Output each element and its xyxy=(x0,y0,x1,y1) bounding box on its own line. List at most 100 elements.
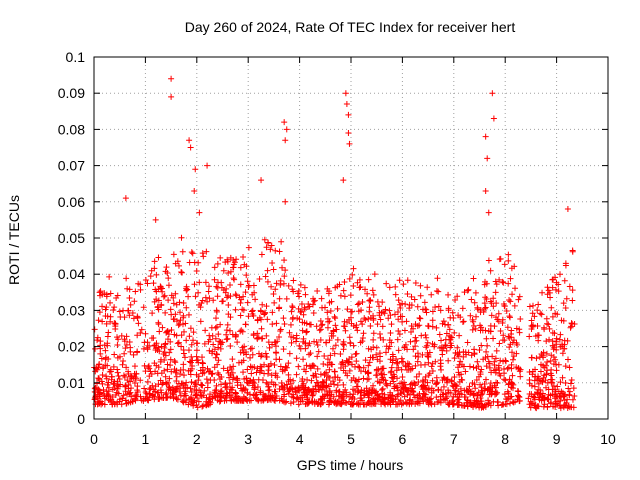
data-point xyxy=(261,310,268,317)
data-point xyxy=(481,381,488,388)
data-point xyxy=(437,307,444,314)
data-point xyxy=(482,133,489,140)
data-point xyxy=(469,326,476,333)
data-point xyxy=(345,130,352,137)
data-point xyxy=(353,400,360,407)
data-point xyxy=(417,315,424,322)
data-point xyxy=(223,336,230,343)
data-point xyxy=(553,341,560,348)
data-point xyxy=(187,144,194,151)
data-point xyxy=(454,293,461,300)
data-point xyxy=(528,354,535,361)
data-point xyxy=(562,260,569,267)
data-point xyxy=(172,369,179,376)
data-point xyxy=(365,315,372,322)
data-point xyxy=(157,377,164,384)
data-point xyxy=(492,289,499,296)
data-point xyxy=(390,371,397,378)
data-point xyxy=(142,330,149,337)
data-point xyxy=(272,343,279,350)
data-point xyxy=(342,363,349,370)
data-point xyxy=(238,296,245,303)
y-tick-label: 0.08 xyxy=(58,121,85,137)
data-point xyxy=(233,256,240,263)
data-point xyxy=(299,319,306,326)
data-point xyxy=(310,295,317,302)
data-point xyxy=(406,361,413,368)
data-point xyxy=(336,377,343,384)
data-point xyxy=(568,376,575,383)
data-point xyxy=(214,351,221,358)
data-point xyxy=(259,376,266,383)
data-point xyxy=(330,393,337,400)
data-point xyxy=(323,339,330,346)
data-point xyxy=(478,404,485,411)
data-point xyxy=(389,375,396,382)
data-point xyxy=(515,393,522,400)
data-point xyxy=(321,370,328,377)
data-point xyxy=(472,289,479,296)
data-point xyxy=(554,398,561,405)
data-point xyxy=(223,294,230,301)
data-point xyxy=(516,329,523,336)
data-point xyxy=(230,275,237,282)
data-point xyxy=(138,326,145,333)
data-point xyxy=(272,370,279,377)
data-point xyxy=(271,299,278,306)
data-point xyxy=(395,327,402,334)
data-point xyxy=(367,314,374,321)
data-point xyxy=(502,401,509,408)
data-point xyxy=(534,322,541,329)
data-point xyxy=(505,333,512,340)
data-point xyxy=(266,386,273,393)
data-point xyxy=(91,326,98,333)
data-point xyxy=(439,377,446,384)
data-point xyxy=(426,397,433,404)
data-point xyxy=(551,395,558,402)
data-point xyxy=(462,368,469,375)
data-point xyxy=(395,347,402,354)
data-point xyxy=(282,137,289,144)
data-point xyxy=(142,368,149,375)
data-point xyxy=(193,267,200,274)
data-point xyxy=(512,285,519,292)
data-point xyxy=(452,297,459,304)
data-point xyxy=(472,385,479,392)
data-point xyxy=(183,379,190,386)
data-point xyxy=(497,327,504,334)
data-point xyxy=(437,393,444,400)
y-tick-label: 0 xyxy=(77,411,85,427)
data-point xyxy=(183,304,190,311)
data-point xyxy=(299,394,306,401)
data-point xyxy=(337,292,344,299)
data-point xyxy=(193,371,200,378)
data-point xyxy=(325,318,332,325)
data-point xyxy=(395,398,402,405)
data-point xyxy=(129,309,136,316)
data-point xyxy=(226,281,233,288)
data-point xyxy=(253,369,260,376)
data-point xyxy=(127,378,134,385)
data-point xyxy=(422,394,429,401)
data-point xyxy=(119,395,126,402)
data-point xyxy=(130,375,137,382)
data-point xyxy=(254,330,261,337)
data-point xyxy=(298,308,305,315)
data-point xyxy=(509,349,516,356)
data-point xyxy=(186,333,193,340)
data-point xyxy=(379,323,386,330)
data-point xyxy=(559,350,566,357)
data-point xyxy=(215,344,222,351)
data-point xyxy=(404,366,411,373)
data-point xyxy=(356,364,363,371)
x-tick-label: 3 xyxy=(244,431,252,447)
data-point xyxy=(346,355,353,362)
data-point xyxy=(273,320,280,327)
data-point xyxy=(171,366,178,373)
data-point xyxy=(127,301,134,308)
data-point xyxy=(263,353,270,360)
data-point xyxy=(195,289,202,296)
data-point xyxy=(356,284,363,291)
data-point xyxy=(571,321,578,328)
